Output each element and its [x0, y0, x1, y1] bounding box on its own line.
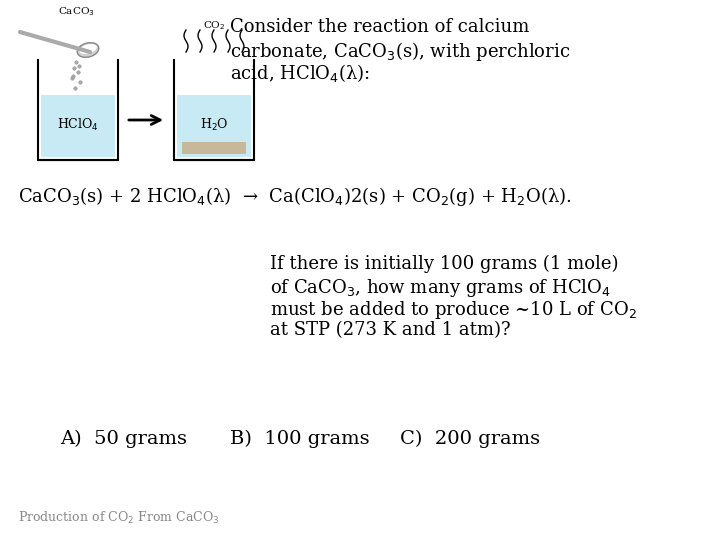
Bar [182, 142, 246, 154]
Text: HClO$_4$: HClO$_4$ [57, 117, 99, 133]
Bar [177, 95, 251, 157]
Text: Production of CO$_2$ From CaCO$_3$: Production of CO$_2$ From CaCO$_3$ [18, 510, 220, 526]
Text: CaCO$_3$: CaCO$_3$ [58, 5, 94, 18]
Text: CaCO$_3$(s) + 2 HClO$_4$(λ)  →  Ca(ClO$_4$)2(s) + CO$_2$(g) + H$_2$O(λ).: CaCO$_3$(s) + 2 HClO$_4$(λ) → Ca(ClO$_4$… [18, 185, 572, 208]
Text: of CaCO$_3$, how many grams of HClO$_4$: of CaCO$_3$, how many grams of HClO$_4$ [270, 277, 611, 299]
Text: must be added to produce ~10 L of CO$_2$: must be added to produce ~10 L of CO$_2$ [270, 299, 636, 321]
Text: If there is initially 100 grams (1 mole): If there is initially 100 grams (1 mole) [270, 255, 618, 273]
Text: H$_2$O: H$_2$O [199, 117, 228, 133]
Ellipse shape [77, 43, 99, 57]
Text: CO$_2$: CO$_2$ [203, 19, 225, 32]
Text: C)  200 grams: C) 200 grams [400, 430, 540, 448]
Text: A)  50 grams: A) 50 grams [60, 430, 187, 448]
Ellipse shape [79, 44, 96, 54]
Text: carbonate, CaCO$_3$(s), with perchloric: carbonate, CaCO$_3$(s), with perchloric [230, 40, 570, 63]
Text: acid, HClO$_4$(λ):: acid, HClO$_4$(λ): [230, 62, 370, 84]
Text: Consider the reaction of calcium: Consider the reaction of calcium [230, 18, 529, 36]
Text: B)  100 grams: B) 100 grams [230, 430, 369, 448]
Text: at STP (273 K and 1 atm)?: at STP (273 K and 1 atm)? [270, 321, 510, 339]
Bar [41, 95, 115, 157]
